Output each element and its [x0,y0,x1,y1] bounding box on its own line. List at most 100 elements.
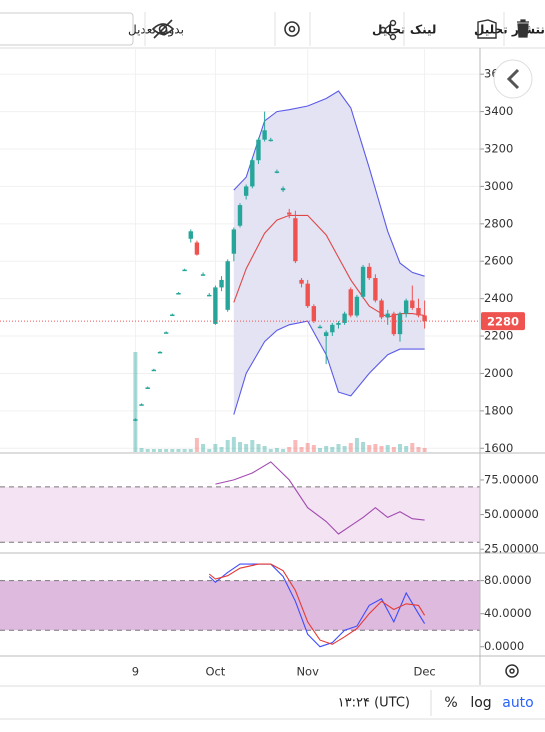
candle-body [163,332,169,334]
candle-body [157,351,163,354]
volume-bar [385,445,390,452]
y-tick-label: 2000 [484,366,513,380]
volume-bar [256,444,261,452]
candle-body [293,218,298,262]
volume-bar [336,444,341,452]
volume-bar [201,444,206,452]
candle-body [336,322,341,325]
volume-bar [398,444,402,452]
line [208,563,426,645]
collapse-button[interactable] [493,59,533,99]
volume-bar [207,449,212,452]
volume-bar [348,443,353,452]
volume-bar [299,447,304,452]
adjust-select[interactable] [0,12,134,46]
y-tick-label: 0.0000 [484,639,524,653]
y-tick-label: 2200 [484,329,513,343]
panel [0,563,480,648]
candle-body [354,296,360,316]
volume-bar [373,444,378,452]
y-tick-label: 1800 [484,403,513,417]
volume-bar [281,449,286,452]
candle-body [299,279,304,284]
x-tick-label: Nov [296,665,319,679]
candle-body [305,283,310,307]
volume-bar [151,449,156,452]
volume-bar [194,438,199,452]
candle-body [360,266,366,297]
panel [0,48,480,452]
candle-body [311,306,317,322]
volume-bar [311,445,316,452]
volume-bar [410,443,415,452]
volume-bar [250,440,255,452]
y-tick-label: 1600 [484,441,513,455]
volume-bar [342,446,347,452]
chart-settings-icon[interactable] [505,664,519,678]
volume-bar [391,447,396,452]
publish-icon [477,19,497,39]
candle-body [274,171,280,173]
candle-body [379,300,384,318]
y-tick-label: 40.0000 [484,606,532,620]
candle-body [317,326,323,329]
volume-bar [145,449,150,452]
candle-body [280,188,286,191]
candle-body [182,269,187,272]
log-toggle[interactable]: log [470,695,491,711]
volume-bar [262,446,267,452]
volume-bar [188,449,193,452]
chart: 1600 1800 2000 2200 2400 2600 2800 3000 3200 3400… [0,48,539,679]
hide-icon[interactable] [151,19,175,39]
candle-body [250,160,255,187]
percent-toggle[interactable]: % [444,695,457,711]
candle-body [348,289,353,316]
volume-bar [305,443,310,452]
volume-bar [318,448,322,452]
candle-body [342,313,347,323]
candle-body [139,404,144,406]
y-tick-label: 2800 [484,216,513,230]
auto-toggle[interactable]: auto [502,695,534,711]
candle-body [145,387,150,389]
candle-body [391,313,397,335]
candle-body [373,278,378,301]
candle-body [219,279,224,288]
candle-body [397,313,403,335]
candle-body [176,293,181,295]
y-tick-label: 3200 [484,142,513,156]
delete-icon[interactable] [517,19,529,38]
volume-bar [225,440,230,452]
candle-body [416,307,421,316]
candle-body [243,186,249,196]
volume-bar [170,449,175,452]
volume-bar [139,448,144,452]
volume-bar [213,444,218,452]
candle-body [170,314,175,317]
y-tick-label: 2400 [484,291,513,305]
publish-button[interactable]: انتشار تحلیل [474,23,545,37]
panel [0,461,480,543]
band-fill [233,91,425,415]
volume-bar [244,444,249,452]
candle-body [323,332,329,337]
candle-body [237,205,243,226]
volume-bar [324,446,329,452]
share-icon [379,19,397,41]
candle-body [422,315,427,322]
volume-bar [422,448,427,452]
volume-bar [354,438,359,452]
volume-bar [231,437,236,452]
candle-body [268,139,273,142]
candle-body [262,130,267,140]
candle-body [403,300,409,314]
candle-body [133,419,138,421]
y-tick-label: 3000 [484,179,513,193]
settings-icon[interactable] [284,21,300,37]
candle-body [151,369,157,372]
candle-body [194,242,200,255]
y-tick-label: 3400 [484,104,513,118]
candle-body [188,231,193,239]
candle-body [200,274,206,276]
